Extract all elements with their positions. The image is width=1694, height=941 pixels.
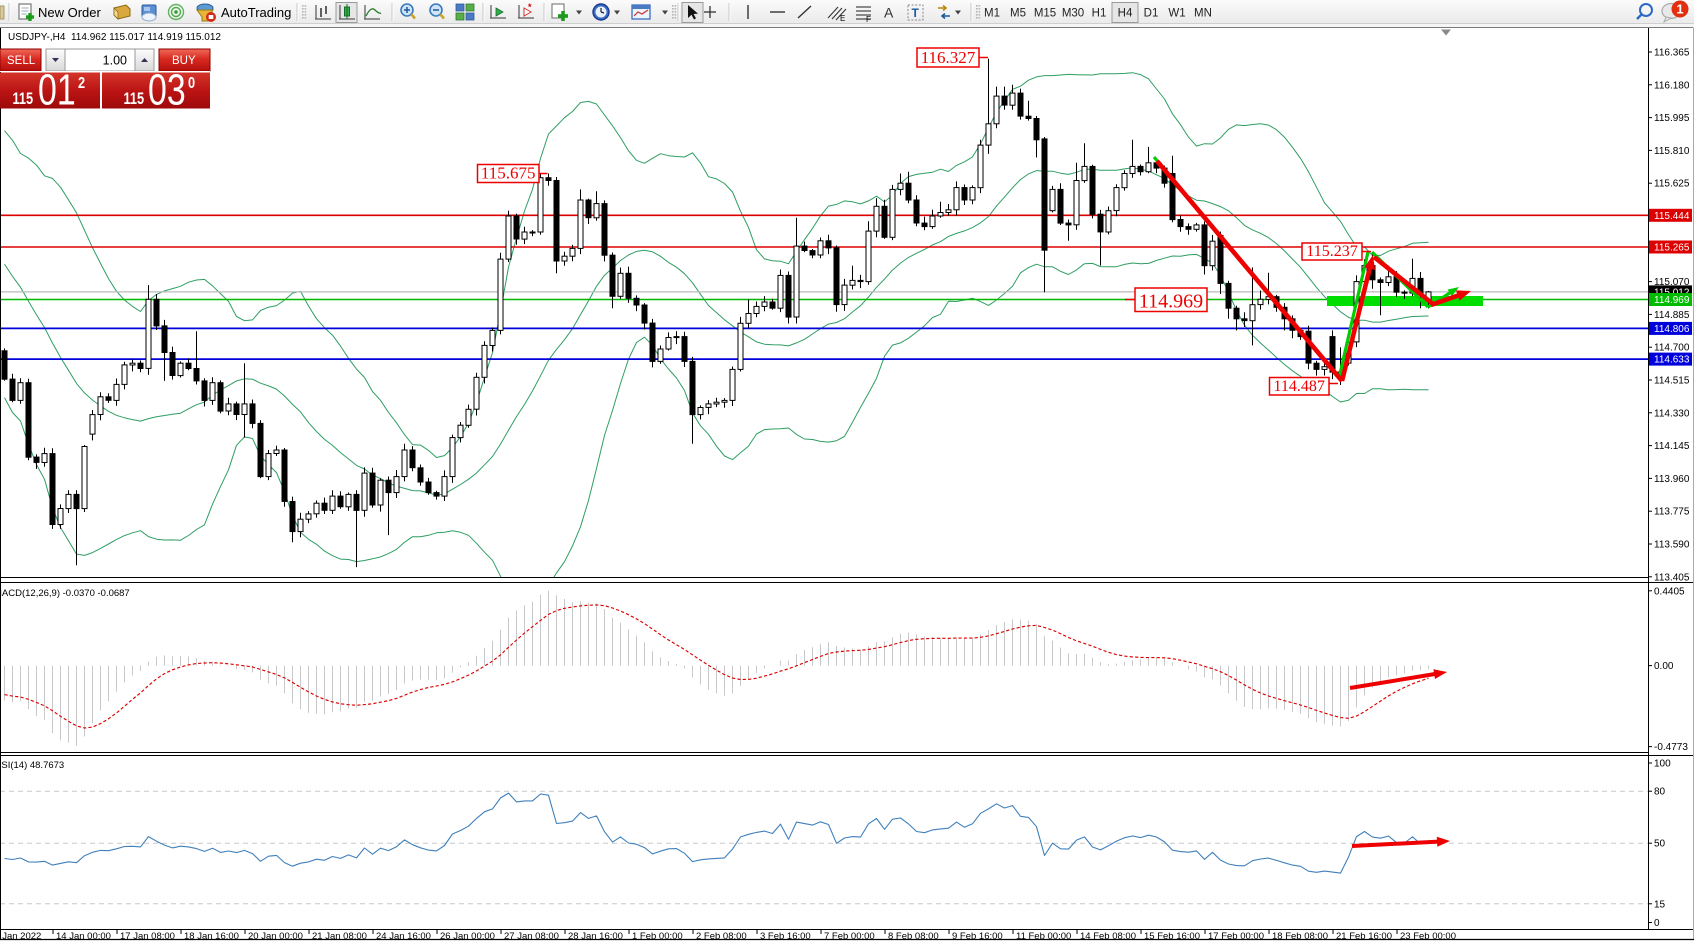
- svg-text:AutoTrading: AutoTrading: [221, 5, 291, 20]
- svg-text:50: 50: [1654, 839, 1666, 850]
- svg-text:114.515: 114.515: [1654, 376, 1690, 387]
- svg-text:115.265: 115.265: [1654, 243, 1690, 254]
- svg-text:13 Jan 2022: 13 Jan 2022: [0, 931, 41, 941]
- svg-text:113.775: 113.775: [1654, 507, 1690, 518]
- svg-text:116.365: 116.365: [1654, 48, 1690, 59]
- svg-text:115: 115: [13, 89, 34, 108]
- svg-text:113.590: 113.590: [1654, 540, 1690, 551]
- svg-text:18 Feb 08:00: 18 Feb 08:00: [1272, 931, 1328, 941]
- svg-text:115.995: 115.995: [1654, 113, 1690, 124]
- svg-text:100: 100: [1654, 759, 1671, 770]
- svg-text:8 Feb 08:00: 8 Feb 08:00: [888, 931, 939, 941]
- svg-text:T: T: [912, 6, 920, 20]
- svg-text:M30: M30: [1062, 8, 1084, 20]
- svg-text:RSI(14) 48.7673: RSI(14) 48.7673: [0, 760, 64, 771]
- svg-text:-0.4773: -0.4773: [1654, 742, 1688, 753]
- svg-text:21 Jan 08:00: 21 Jan 08:00: [312, 931, 367, 941]
- svg-text:M1: M1: [984, 8, 1000, 20]
- svg-text:3 Feb 16:00: 3 Feb 16:00: [760, 931, 811, 941]
- svg-text:115.444: 115.444: [1654, 211, 1690, 222]
- svg-text:15: 15: [1654, 899, 1666, 910]
- svg-text:14 Jan 00:00: 14 Jan 00:00: [56, 931, 111, 941]
- svg-text:0.4405: 0.4405: [1654, 586, 1685, 597]
- svg-text:MACD(12,26,9) -0.0370 -0.0687: MACD(12,26,9) -0.0370 -0.0687: [0, 588, 130, 599]
- svg-text:0: 0: [188, 75, 195, 93]
- svg-text:116.327: 116.327: [921, 48, 976, 67]
- svg-text:114.145: 114.145: [1654, 441, 1690, 452]
- svg-text:115.070: 115.070: [1654, 277, 1690, 288]
- svg-text:MN: MN: [1194, 8, 1212, 20]
- svg-text:114.969: 114.969: [1139, 291, 1203, 313]
- svg-text:17 Feb 00:00: 17 Feb 00:00: [1208, 931, 1264, 941]
- svg-text:A: A: [884, 5, 894, 21]
- svg-text:0: 0: [1654, 918, 1660, 929]
- svg-text:114.330: 114.330: [1654, 408, 1690, 419]
- svg-text:114.806: 114.806: [1654, 324, 1690, 335]
- svg-text:SELL: SELL: [7, 55, 36, 67]
- svg-text:115.012: 115.012: [1654, 287, 1690, 298]
- svg-text:116.180: 116.180: [1654, 80, 1690, 91]
- svg-text:*: *: [528, 2, 532, 12]
- svg-text:W1: W1: [1168, 8, 1185, 20]
- svg-text:1 Feb 00:00: 1 Feb 00:00: [632, 931, 683, 941]
- svg-text:26 Jan 00:00: 26 Jan 00:00: [440, 931, 495, 941]
- svg-text:0.00: 0.00: [1654, 661, 1674, 672]
- svg-text:115.675: 115.675: [481, 164, 536, 183]
- svg-text:2: 2: [78, 75, 85, 93]
- svg-text:9 Feb 16:00: 9 Feb 16:00: [952, 931, 1003, 941]
- svg-text:113.405: 113.405: [1654, 572, 1690, 583]
- svg-text:114.969: 114.969: [1654, 295, 1690, 306]
- svg-text:114.885: 114.885: [1654, 310, 1690, 321]
- svg-text:11 Feb 00:00: 11 Feb 00:00: [1016, 931, 1071, 941]
- svg-text:2 Feb 08:00: 2 Feb 08:00: [696, 931, 747, 941]
- svg-text:28 Jan 16:00: 28 Jan 16:00: [568, 931, 623, 941]
- svg-text:New Order: New Order: [38, 5, 102, 20]
- svg-text:15 Feb 16:00: 15 Feb 16:00: [1144, 931, 1200, 941]
- svg-text:H1: H1: [1092, 8, 1107, 20]
- svg-text:17 Jan 08:00: 17 Jan 08:00: [120, 931, 175, 941]
- svg-text:14 Feb 08:00: 14 Feb 08:00: [1080, 931, 1136, 941]
- svg-text:115: 115: [124, 89, 145, 108]
- svg-text:BUY: BUY: [172, 55, 196, 67]
- svg-text:D1: D1: [1144, 8, 1159, 20]
- svg-text:7 Feb 00:00: 7 Feb 00:00: [824, 931, 875, 941]
- svg-text:20 Jan 00:00: 20 Jan 00:00: [248, 931, 303, 941]
- svg-text:115.625: 115.625: [1654, 179, 1690, 190]
- svg-text:H4: H4: [1118, 8, 1133, 20]
- svg-text:21 Feb 16:00: 21 Feb 16:00: [1336, 931, 1392, 941]
- svg-text:114.633: 114.633: [1654, 355, 1690, 366]
- svg-text:E: E: [840, 14, 845, 23]
- svg-text:115.810: 115.810: [1654, 146, 1690, 157]
- svg-text:23 Feb 00:00: 23 Feb 00:00: [1400, 931, 1456, 941]
- svg-text:113.960: 113.960: [1654, 474, 1690, 485]
- svg-text:1.00: 1.00: [103, 54, 127, 68]
- svg-text:114.700: 114.700: [1654, 343, 1690, 354]
- svg-text:01: 01: [38, 65, 76, 114]
- svg-text:24 Jan 16:00: 24 Jan 16:00: [376, 931, 431, 941]
- svg-text:27 Jan 08:00: 27 Jan 08:00: [504, 931, 559, 941]
- svg-text:114.487: 114.487: [1273, 378, 1324, 395]
- svg-text:18 Jan 16:00: 18 Jan 16:00: [184, 931, 239, 941]
- svg-text:115.237: 115.237: [1306, 243, 1357, 260]
- svg-text:USDJPY-,H4 114.962 115.017 11: USDJPY-,H4 114.962 115.017 114.919 115.0…: [8, 32, 221, 43]
- svg-text:1: 1: [1676, 2, 1683, 17]
- svg-text:M5: M5: [1010, 8, 1026, 20]
- svg-text:M15: M15: [1034, 8, 1056, 20]
- svg-text:03: 03: [148, 65, 186, 114]
- svg-text:F: F: [866, 15, 871, 24]
- svg-text:80: 80: [1654, 787, 1666, 798]
